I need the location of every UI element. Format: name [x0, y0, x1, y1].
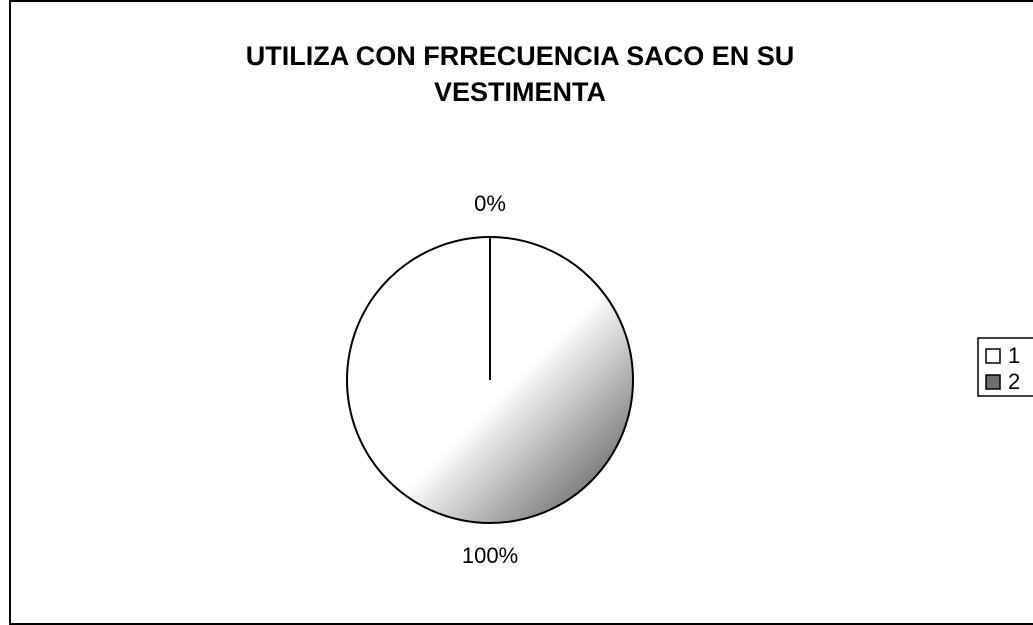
legend-swatch — [985, 348, 1001, 364]
legend-label: 1 — [1008, 343, 1020, 368]
legend-swatch — [985, 374, 1001, 390]
chart-frame — [9, 0, 1033, 625]
data-label: 0% — [474, 191, 506, 216]
data-label: 100% — [462, 543, 518, 568]
chart-title: UTILIZA CON FRRECUENCIA SACO EN SU VESTI… — [245, 41, 795, 107]
legend-label: 2 — [1008, 369, 1020, 394]
